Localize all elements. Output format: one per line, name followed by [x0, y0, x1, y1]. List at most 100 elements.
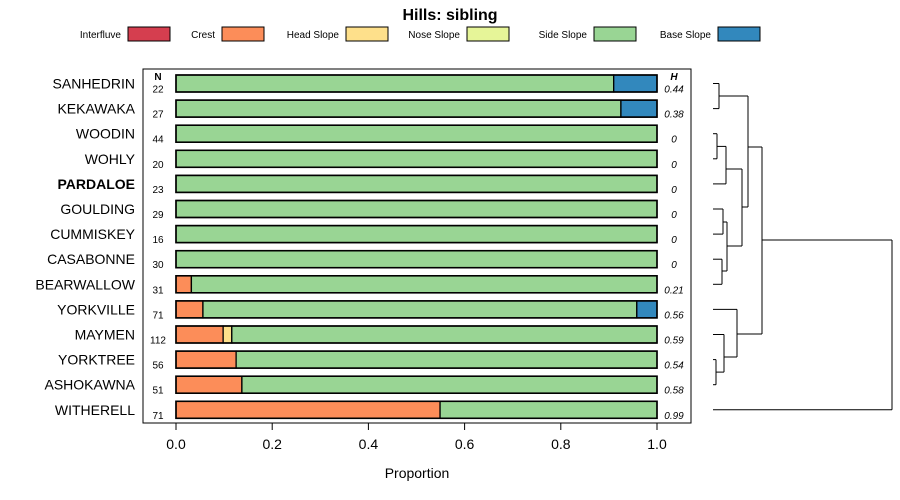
row-n-kekawaka: 27 [152, 110, 164, 121]
bar-segment-bearwallow-crest [175, 275, 193, 294]
bar-segment-maymen-crest [175, 325, 224, 344]
bar-segment-maymen-head-slope [222, 325, 233, 344]
legend-label-interfluve: Interfluve [80, 30, 122, 41]
bar-outline-yorkville [175, 300, 658, 319]
legend-swatch-nose-slope [466, 26, 510, 42]
bar-rows: SANHEDRIN 22 0.44 KEKAWAKA 27 0.38 WOODIN 44 0 WO… [35, 74, 684, 422]
row-n-woodin: 44 [152, 135, 164, 146]
plot-frame [142, 68, 692, 424]
x-axis: 0.0 0.2 0.4 0.6 0.8 1.0 [166, 423, 667, 452]
row-h-wohly: 0 [671, 160, 677, 171]
row-label-cummiskey: CUMMISKEY [50, 226, 135, 242]
bar-segment-goulding-side-slope [175, 199, 658, 219]
row-label-witherell: WITHERELL [55, 402, 135, 418]
legend-swatch-head-slope [345, 26, 389, 42]
bar-segment-kekawaka-side-slope [175, 99, 622, 118]
bar-segment-sanhedrin-side-slope [175, 74, 615, 93]
row-label-goulding: GOULDING [60, 201, 135, 217]
legend-label-crest: Crest [191, 30, 215, 41]
h-header: H [670, 72, 678, 83]
bar-outline-ashokawna [175, 375, 658, 395]
x-tick-label-4: 0.8 [551, 436, 571, 452]
row-h-bearwallow: 0.21 [664, 285, 683, 296]
bar-segment-yorkville-side-slope [202, 300, 638, 319]
x-axis-label: Proportion [385, 465, 450, 481]
x-tick-label-5: 1.0 [647, 436, 667, 452]
row-h-yorktree: 0.54 [664, 361, 684, 372]
row-n-casabonne: 30 [152, 260, 164, 271]
legend-swatch-interfluve [127, 26, 171, 42]
bar-outline-maymen [175, 325, 658, 344]
bar-segment-yorktree-side-slope [235, 350, 658, 369]
bar-segment-pardaloe-side-slope [175, 174, 658, 194]
row-n-goulding: 29 [152, 210, 164, 221]
bar-segment-woodin-side-slope [175, 124, 658, 143]
bar-outline-bearwallow [175, 274, 658, 294]
row-n-witherell: 71 [152, 411, 164, 422]
bar-segment-maymen-side-slope [231, 325, 658, 344]
row-n-sanhedrin: 22 [152, 85, 164, 96]
x-tick-label-2: 0.4 [359, 436, 379, 452]
row-n-cummiskey: 16 [152, 235, 164, 246]
row-h-casabonne: 0 [671, 260, 677, 271]
bar-segment-sanhedrin-base-slope [613, 74, 658, 93]
row-label-casabonne: CASABONNE [47, 251, 135, 267]
row-label-woodin: WOODIN [76, 126, 135, 142]
row-n-ashokawna: 51 [152, 386, 164, 397]
bar-segment-cummiskey-side-slope [175, 224, 658, 244]
row-h-sanhedrin: 0.44 [664, 85, 684, 96]
legend-swatch-side-slope [593, 26, 637, 42]
bar-outline-yorktree [175, 350, 658, 369]
row-h-kekawaka: 0.38 [664, 110, 684, 121]
bar-outline-kekawaka [175, 99, 658, 118]
bar-segment-kekawaka-base-slope [620, 99, 658, 118]
row-n-maymen: 112 [150, 336, 166, 347]
legend: Interfluve Crest Head Slope Nose Slope Side … [80, 26, 761, 42]
row-h-cummiskey: 0 [671, 235, 677, 246]
row-label-maymen: MAYMEN [75, 327, 135, 343]
row-label-kekawaka: KEKAWAKA [57, 101, 135, 117]
bar-outline-cummiskey [175, 224, 658, 244]
row-h-maymen: 0.59 [664, 336, 684, 347]
bar-outline-wohly [175, 149, 658, 169]
bar-segment-wohly-side-slope [175, 149, 658, 168]
row-label-ashokawna: ASHOKAWNA [45, 377, 136, 393]
bar-segment-ashokawna-side-slope [241, 375, 658, 394]
legend-label-nose-slope: Nose Slope [408, 30, 460, 41]
row-label-bearwallow: BEARWALLOW [35, 276, 135, 292]
row-h-witherell: 0.99 [664, 411, 684, 422]
bar-segment-yorktree-crest [175, 350, 237, 369]
bar-segment-casabonne-side-slope [175, 250, 658, 269]
bar-outline-sanhedrin [175, 74, 658, 93]
row-h-pardaloe: 0 [671, 185, 677, 196]
row-n-wohly: 20 [152, 160, 164, 171]
x-tick-label-0: 0.0 [166, 436, 186, 452]
bar-outline-pardaloe [175, 174, 658, 194]
bar-outline-witherell [175, 400, 658, 420]
chart-title: Hills: sibling [402, 7, 497, 24]
row-label-pardaloe: PARDALOE [57, 176, 135, 192]
row-h-woodin: 0 [671, 135, 677, 146]
row-label-yorkville: YORKVILLE [57, 301, 135, 317]
legend-swatch-crest [221, 26, 265, 42]
bar-segment-witherell-side-slope [439, 400, 658, 419]
row-n-pardaloe: 23 [152, 185, 164, 196]
bar-segment-yorkville-crest [175, 300, 204, 319]
bar-segment-yorkville-base-slope [636, 300, 658, 319]
row-n-yorkville: 71 [152, 310, 164, 321]
legend-label-base-slope: Base Slope [660, 30, 712, 41]
row-n-bearwallow: 31 [152, 285, 164, 296]
bar-segment-ashokawna-crest [175, 375, 243, 394]
row-label-yorktree: YORKTREE [58, 352, 135, 368]
row-n-yorktree: 56 [152, 361, 164, 372]
bar-segment-witherell-crest [175, 400, 441, 419]
legend-label-side-slope: Side Slope [539, 30, 588, 41]
legend-label-head-slope: Head Slope [287, 30, 340, 41]
x-tick-label-3: 0.6 [455, 436, 475, 452]
bar-segment-bearwallow-side-slope [190, 275, 658, 294]
bar-outline-casabonne [175, 249, 658, 269]
n-header: N [154, 72, 161, 83]
dendrogram [713, 83, 893, 411]
row-label-sanhedrin: SANHEDRIN [53, 76, 135, 92]
